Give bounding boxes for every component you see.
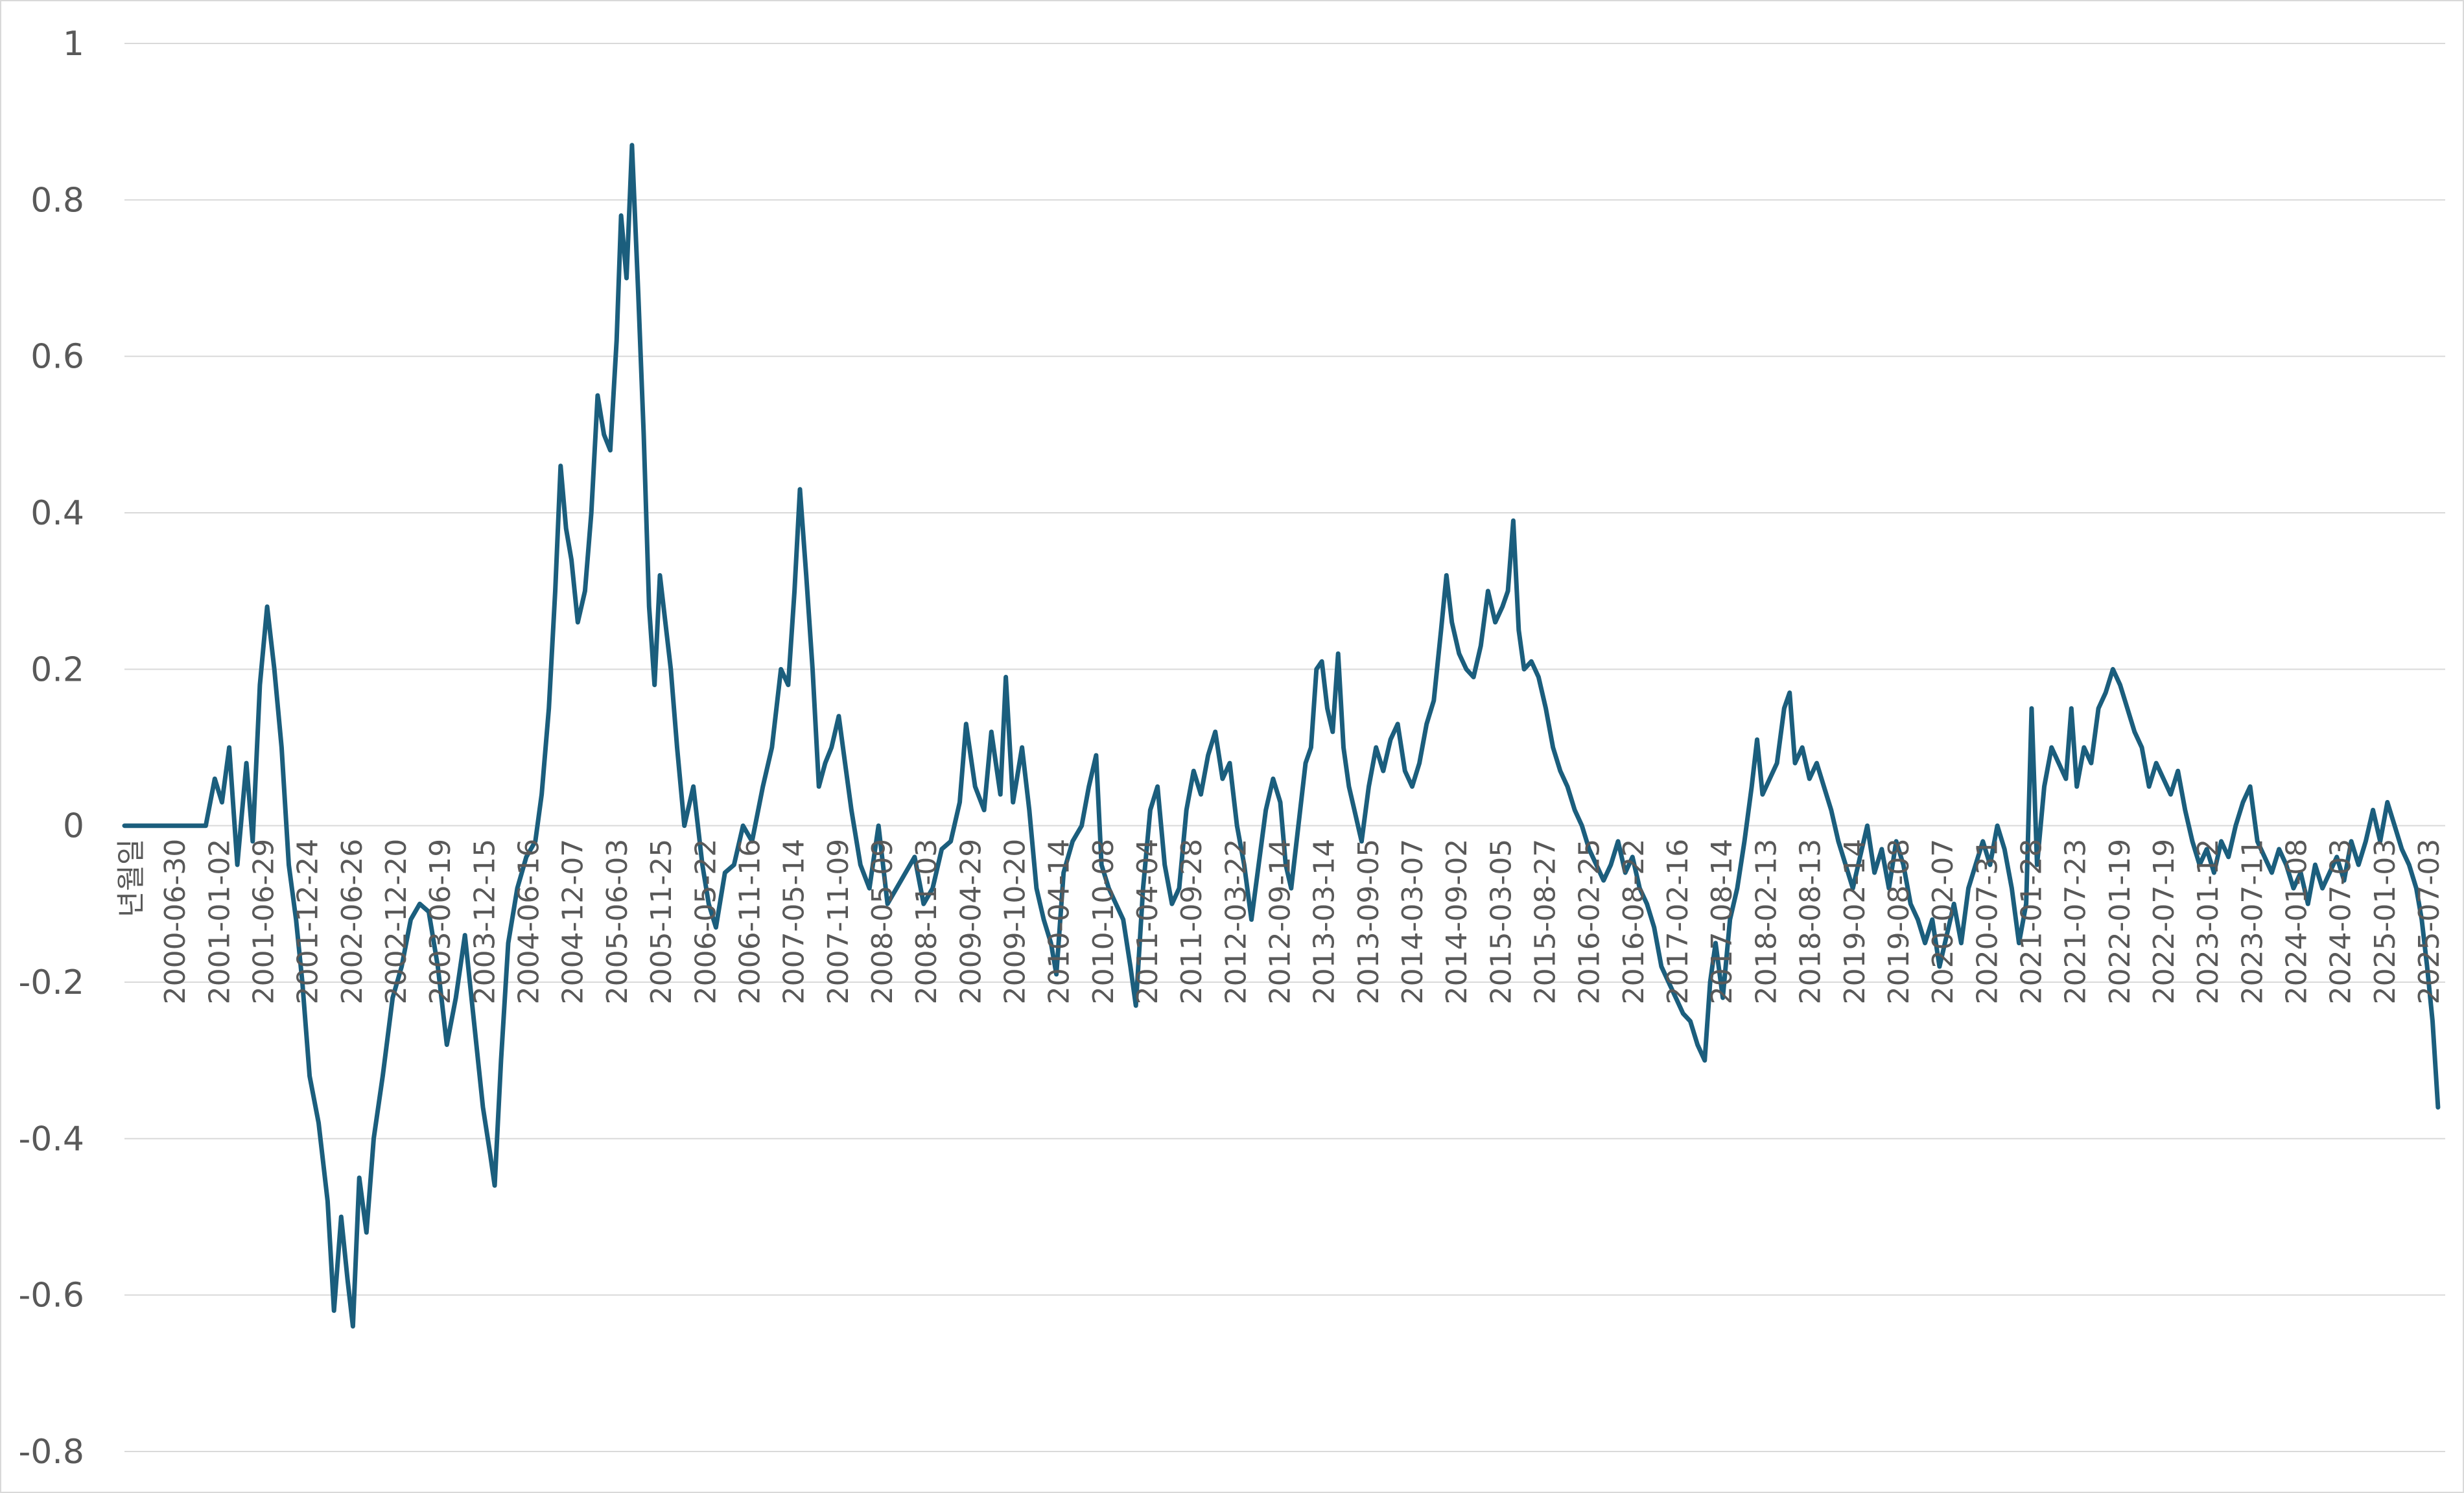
x-tick-label: 2016-02-25	[1573, 839, 1606, 1005]
x-tick-label: 2025-07-03	[2413, 839, 2446, 1005]
x-tick-label: 2010-04-14	[1043, 839, 1076, 1005]
x-tick-label: 2025-01-03	[2369, 839, 2402, 1005]
x-tick-label: 2024-01-08	[2281, 839, 2314, 1005]
series-line-0	[122, 143, 2441, 1329]
x-tick-label: 2008-11-03	[910, 839, 943, 1005]
x-tick-label: 2014-09-02	[1440, 839, 1473, 1005]
x-tick-label: 2004-12-07	[557, 839, 590, 1005]
x-tick-label: 2005-11-25	[645, 839, 678, 1005]
x-tick-label: 2001-12-24	[292, 839, 325, 1005]
y-tick-label: 1	[63, 25, 84, 64]
x-tick-label: 2015-03-05	[1484, 839, 1518, 1005]
x-tick-label: 2018-08-13	[1794, 839, 1827, 1005]
y-tick-label: 0	[63, 807, 84, 846]
x-tick-label: 2011-04-04	[1131, 839, 1164, 1005]
x-tick-label: 년월일	[115, 839, 148, 917]
x-tick-label: 2003-12-15	[468, 839, 501, 1005]
x-tick-label: 2012-09-14	[1264, 839, 1297, 1005]
x-tick-label: 2023-07-11	[2236, 839, 2269, 1005]
y-tick-label: -0.2	[19, 963, 84, 1002]
gridlines	[124, 43, 2445, 1452]
y-tick-label: 0.8	[30, 181, 84, 220]
y-tick-label: 0.4	[30, 494, 84, 533]
x-tick-label: 2008-05-09	[866, 839, 899, 1005]
x-tick-label: 2010-10-08	[1087, 839, 1120, 1005]
x-tick-label: 2007-05-14	[778, 839, 811, 1005]
x-tick-label: 2009-04-29	[954, 839, 987, 1005]
x-tick-label: 2020-07-31	[1971, 839, 2004, 1005]
x-tick-label: 2002-12-20	[380, 839, 413, 1005]
y-axis: 1 0.8 0.6 0.4 0.2 0 -0.2 -0.4 -0.6 -0.8	[19, 25, 84, 1472]
x-tick-label: 2014-03-07	[1396, 839, 1429, 1005]
x-tick-label: 2006-11-16	[733, 839, 766, 1005]
x-tick-label: 2004-06-16	[513, 839, 546, 1005]
x-tick-label: 2001-01-02	[203, 839, 236, 1005]
y-tick-label: -0.4	[19, 1120, 84, 1158]
y-tick-label: 0.2	[30, 650, 84, 689]
x-tick-label: 2021-07-23	[2059, 839, 2093, 1005]
x-tick-label: 2007-11-09	[822, 839, 855, 1005]
x-tick-label: 2020-02-07	[1927, 839, 1960, 1005]
x-tick-label: 2012-03-22	[1219, 839, 1252, 1005]
x-tick-label: 2018-02-13	[1750, 839, 1783, 1005]
x-tick-label: 2022-07-19	[2148, 839, 2181, 1005]
x-tick-label: 2002-06-26	[336, 839, 369, 1005]
y-tick-label: 0.6	[30, 338, 84, 377]
x-tick-label: 2024-07-03	[2325, 839, 2358, 1005]
x-tick-label: 2013-03-14	[1308, 839, 1341, 1005]
x-tick-label: 2011-09-28	[1175, 839, 1208, 1005]
x-tick-label: 2022-01-19	[2104, 839, 2137, 1005]
x-tick-label: 2013-09-05	[1352, 839, 1385, 1005]
y-tick-label: -0.6	[19, 1276, 84, 1315]
x-tick-label: 2016-08-22	[1617, 839, 1650, 1005]
x-tick-label: 2009-10-20	[999, 839, 1032, 1005]
x-tick-label: 2021-01-28	[2015, 839, 2048, 1005]
x-tick-label: 2005-06-03	[601, 839, 634, 1005]
x-tick-label: 2003-06-19	[424, 839, 457, 1005]
series-layer	[122, 143, 2441, 1329]
x-tick-label: 2019-02-14	[1838, 839, 1871, 1005]
x-tick-label: 2015-08-27	[1529, 839, 1562, 1005]
x-tick-label: 2000-06-30	[159, 839, 192, 1005]
x-tick-label: 2006-05-22	[689, 839, 722, 1005]
x-tick-label: 2017-02-16	[1661, 839, 1695, 1005]
x-axis: 년월일 2000-06-30 2001-01-02 2001-06-29 2001-12…	[115, 839, 2446, 1005]
x-tick-label: 2001-06-29	[248, 839, 281, 1005]
x-tick-label: 2023-01-12	[2192, 839, 2225, 1005]
x-tick-label: 2019-08-08	[1883, 839, 1916, 1005]
x-tick-label: 2017-08-14	[1706, 839, 1739, 1005]
y-tick-label: -0.8	[19, 1433, 84, 1472]
